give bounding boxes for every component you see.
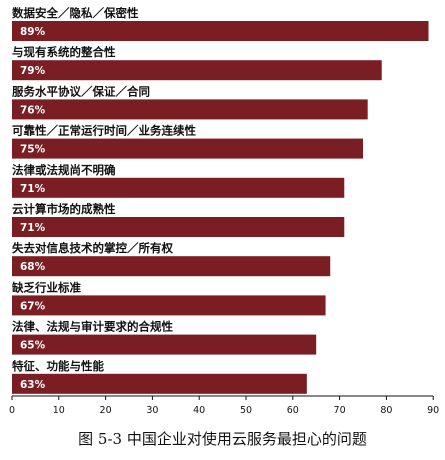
value-label: 68%: [20, 261, 46, 273]
category-label: 服务水平协议／保证／合同: [12, 84, 150, 98]
category-label: 特征、功能与性能: [12, 359, 104, 373]
category-label: 缺乏行业标准: [11, 280, 81, 294]
category-label: 云计算市场的成熟性: [12, 202, 116, 216]
value-label: 65%: [20, 340, 46, 352]
x-tick-label: 0: [9, 405, 15, 416]
bar: [12, 373, 307, 394]
bar: [12, 256, 331, 277]
bar: [12, 295, 326, 316]
x-tick-label: 20: [100, 405, 112, 416]
bar: [12, 334, 317, 355]
x-tick-label: 10: [53, 405, 65, 416]
x-tick-label: 60: [287, 405, 299, 416]
value-label: 71%: [20, 222, 46, 234]
x-tick-label: 50: [240, 405, 252, 416]
value-label: 75%: [20, 144, 46, 156]
category-label: 可靠性／正常运行时间／业务连续性: [12, 124, 196, 138]
x-axis: 0 10 20 30 40 50 60 70 80 90: [9, 395, 439, 416]
bar-chart: 数据安全／隐私／保密性 89% 与现有系统的整合性 79% 服务水平协议／保证／合同 76…: [9, 6, 439, 416]
bar: [12, 217, 345, 237]
bar: [12, 60, 382, 81]
x-tick-label: 40: [193, 405, 205, 416]
value-label: 71%: [20, 183, 46, 195]
bars-group: 数据安全／隐私／保密性 89% 与现有系统的整合性 79% 服务水平协议／保证／合同 76…: [11, 6, 429, 394]
bar: [12, 21, 429, 41]
bar: [12, 99, 368, 120]
value-label: 67%: [20, 300, 46, 312]
x-tick-label: 90: [427, 405, 439, 416]
category-label: 法律、法规与审计要求的合规性: [12, 320, 173, 334]
value-label: 79%: [20, 65, 46, 77]
value-label: 89%: [20, 26, 46, 38]
x-tick-label: 80: [380, 405, 392, 416]
bar: [12, 177, 345, 198]
category-label: 法律或法规尚不明确: [12, 163, 116, 177]
value-label: 76%: [20, 104, 46, 116]
category-label: 数据安全／隐私／保密性: [12, 6, 139, 20]
value-label: 63%: [20, 379, 46, 391]
x-tick-label: 70: [334, 405, 346, 416]
category-label: 与现有系统的整合性: [12, 45, 116, 59]
chart-caption: 图 5-3 中国企业对使用云服务最担心的问题: [78, 430, 367, 448]
x-tick-label: 30: [146, 405, 158, 416]
category-label: 失去对信息技术的掌控／所有权: [12, 241, 173, 255]
bar: [12, 138, 363, 159]
